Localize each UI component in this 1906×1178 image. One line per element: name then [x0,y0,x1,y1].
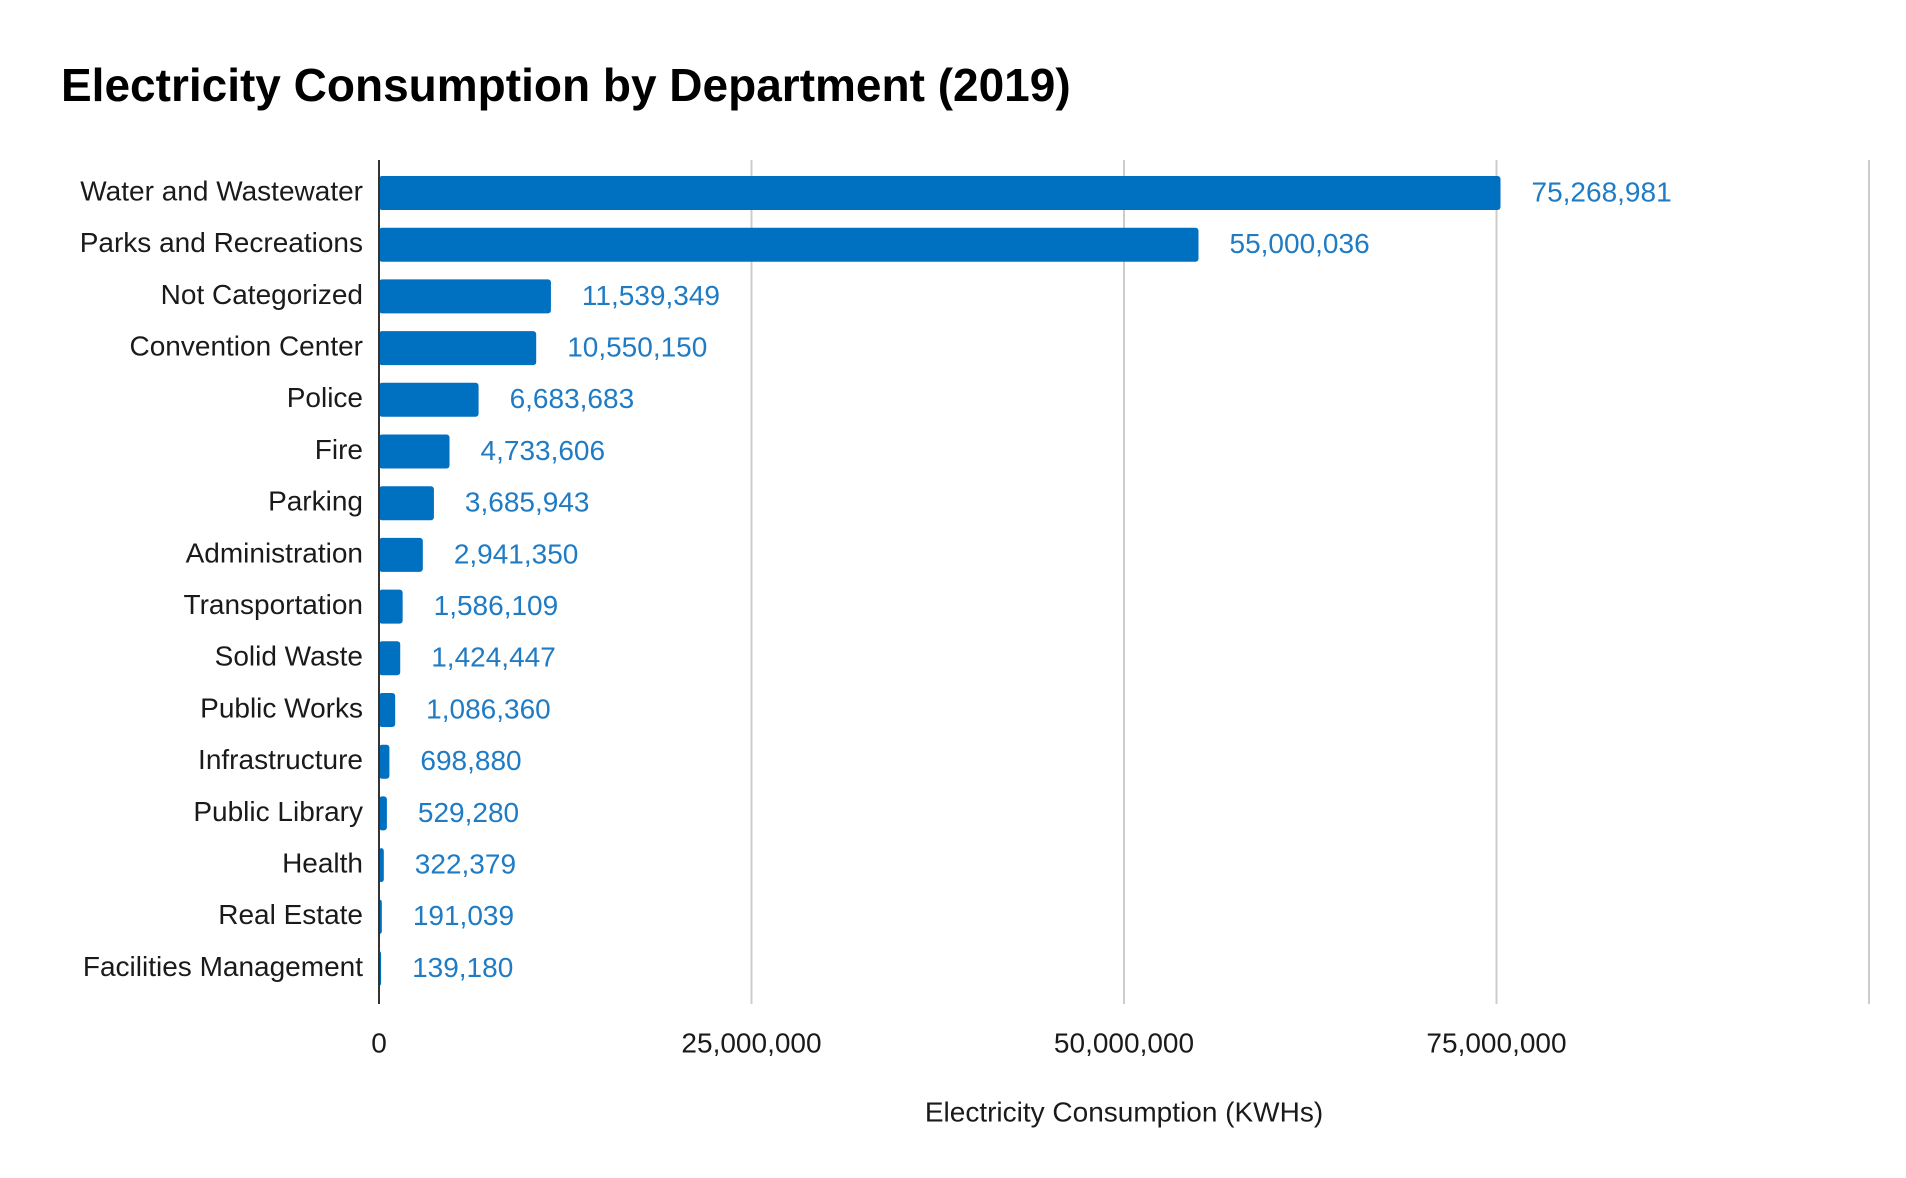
category-label: Convention Center [130,330,363,361]
chart-title: Electricity Consumption by Department (2… [61,59,1071,111]
value-label: 55,000,036 [1230,228,1370,259]
value-label: 1,424,447 [431,642,556,673]
category-label: Parks and Recreations [80,227,363,258]
category-label: Public Works [200,692,363,723]
x-tick-label: 50,000,000 [1054,1027,1194,1058]
bar [379,279,551,314]
category-label: Infrastructure [198,744,363,775]
value-label: 529,280 [418,797,519,828]
category-label: Administration [186,537,363,568]
value-label: 6,683,683 [510,383,635,414]
bar [379,537,423,572]
category-label: Not Categorized [161,279,363,310]
value-label: 4,733,606 [481,435,606,466]
value-label: 322,379 [415,848,516,879]
bar [379,744,390,779]
bar [379,227,1199,262]
category-label: Parking [268,486,363,517]
bars [379,176,1501,986]
x-tick-label: 0 [371,1027,387,1058]
x-tick-label: 75,000,000 [1426,1027,1566,1058]
bar [379,641,401,676]
bar [379,331,537,366]
value-label: 1,586,109 [434,590,559,621]
bar [379,382,479,417]
category-label: Public Library [193,796,363,827]
bar [379,486,434,521]
category-label: Water and Wastewater [80,175,363,206]
value-label: 10,550,150 [567,331,707,362]
bar [379,176,1501,210]
labels: 0 25,000,000 50,000,000 75,000,000 Water and… [80,175,1672,1058]
value-label: 191,039 [413,900,514,931]
category-label: Fire [315,434,363,465]
value-label: 3,685,943 [465,487,590,518]
bar [379,693,396,727]
value-label: 1,086,360 [426,693,551,724]
value-label: 75,268,981 [1532,176,1672,207]
x-axis-title: Electricity Consumption (KWHs) [925,1096,1323,1127]
value-label: 11,539,349 [582,280,720,311]
category-label: Transportation [184,589,364,620]
bar [379,796,387,831]
category-label: Police [287,382,363,413]
category-label: Health [282,847,363,878]
category-label: Facilities Management [83,951,363,982]
category-label: Real Estate [218,899,363,930]
gridlines [750,160,1870,1004]
value-label: 2,941,350 [454,538,579,569]
value-label: 139,180 [412,952,513,983]
bar [379,589,403,624]
x-tick-label: 25,000,000 [681,1027,821,1058]
category-label: Solid Waste [215,641,363,672]
bar [379,848,384,883]
bar [379,434,450,469]
value-label: 698,880 [420,745,521,776]
